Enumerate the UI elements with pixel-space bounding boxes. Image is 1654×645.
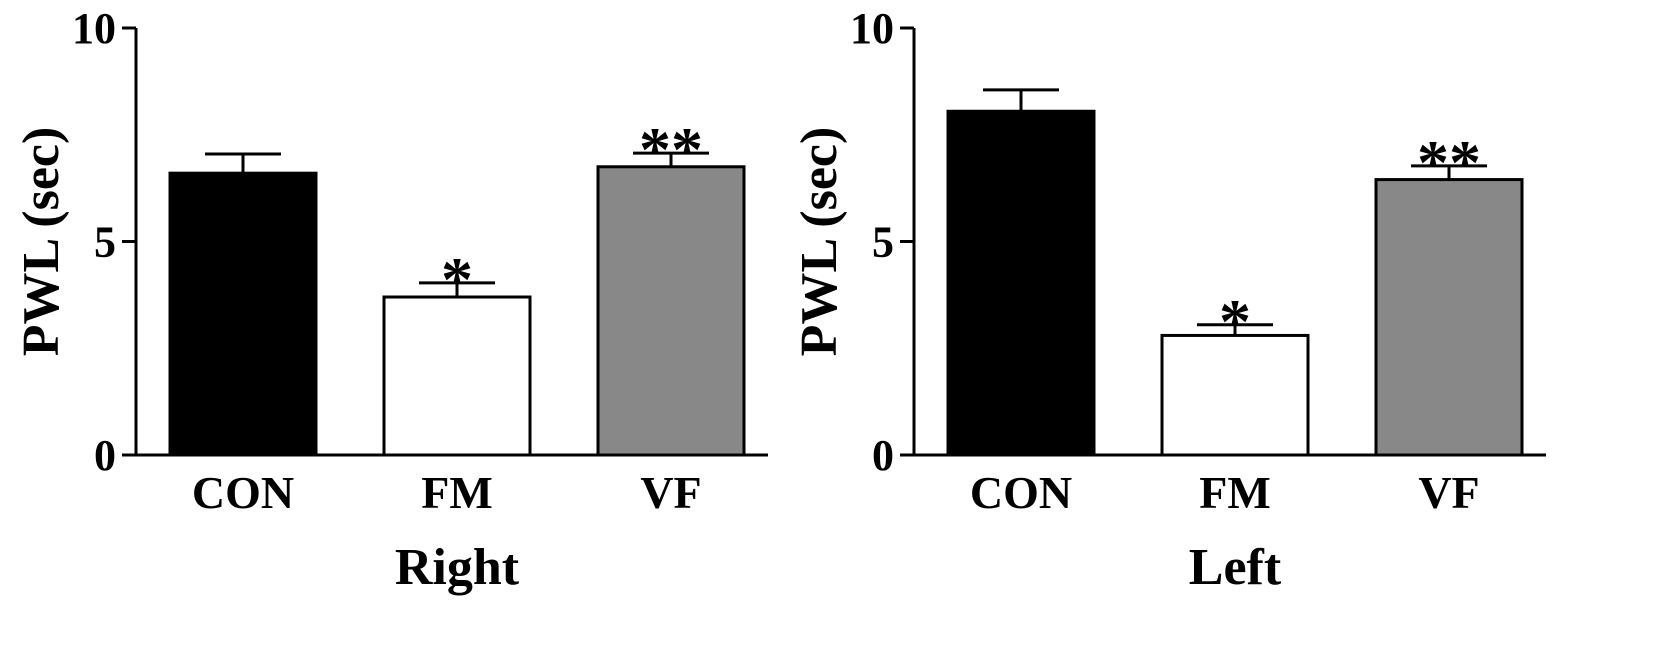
significance-label-vf: ** bbox=[1417, 127, 1481, 198]
significance-label-fm: * bbox=[441, 244, 473, 315]
y-axis-title: PWL (sec) bbox=[791, 127, 848, 357]
y-tick-label-10: 10 bbox=[72, 4, 116, 53]
significance-label-fm: * bbox=[1219, 286, 1251, 357]
chart-panel-2: CON * FM ** VF 0 5 10 Left PWL (sec) bbox=[791, 4, 1546, 596]
bar-vf bbox=[596, 165, 746, 457]
y-axis-title: PWL (sec) bbox=[13, 127, 70, 357]
y-tick-label-0: 0 bbox=[872, 431, 894, 480]
x-tick-label-fm: FM bbox=[421, 467, 493, 518]
bar-fm bbox=[382, 295, 532, 457]
y-tick-label-10: 10 bbox=[850, 4, 894, 53]
bar-con bbox=[168, 171, 318, 457]
x-tick-label-vf: VF bbox=[640, 467, 701, 518]
x-axis-title: Left bbox=[1189, 539, 1282, 596]
significance-label-vf: ** bbox=[639, 114, 703, 185]
bar-fm bbox=[1160, 333, 1310, 457]
y-tick-label-5: 5 bbox=[872, 218, 894, 267]
y-tick-label-0: 0 bbox=[94, 431, 116, 480]
x-tick-label-con: CON bbox=[192, 467, 294, 518]
x-axis-title: Right bbox=[395, 539, 520, 596]
bar-vf bbox=[1374, 178, 1524, 457]
bar-con bbox=[946, 109, 1096, 457]
chart-panel-1: CON * FM ** VF 0 5 10 Right PWL (sec) bbox=[13, 4, 768, 596]
x-tick-label-fm: FM bbox=[1199, 467, 1271, 518]
x-tick-label-vf: VF bbox=[1418, 467, 1479, 518]
y-tick-label-5: 5 bbox=[94, 218, 116, 267]
x-tick-label-con: CON bbox=[970, 467, 1072, 518]
